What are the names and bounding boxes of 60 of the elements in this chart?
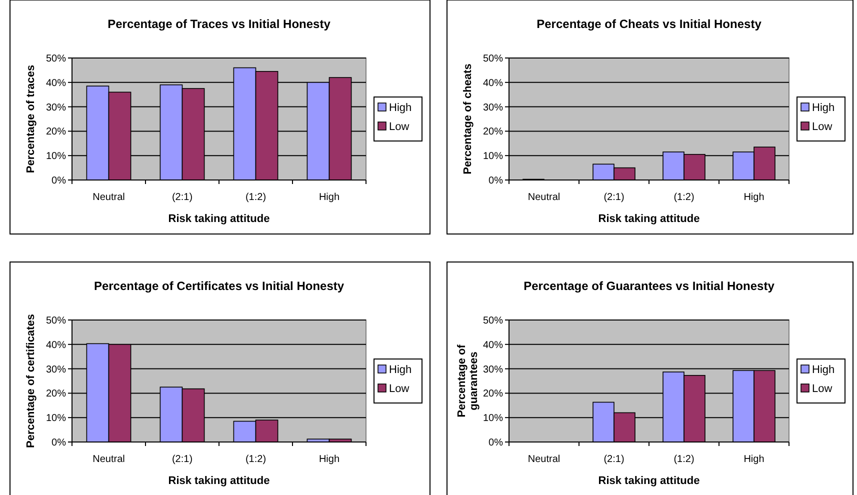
chart-title: Percentage of Guarantees vs Initial Honesty (524, 279, 775, 293)
y-tick-label: 40% (482, 340, 504, 351)
y-axis-title: Percentage of cheats (462, 64, 474, 174)
y-tick-label: 0% (52, 438, 66, 448)
legend-label: High (389, 364, 412, 376)
x-tick-label: Neutral (528, 454, 560, 465)
x-axis-title: Risk taking attitude (598, 475, 700, 487)
y-tick-label: 0% (488, 438, 504, 448)
legend-label: Low (812, 120, 832, 133)
y-tick-label: 30% (46, 102, 66, 114)
y-tick-label: 10% (482, 151, 504, 162)
y-axis-title: Percentage of certificates (25, 314, 37, 448)
x-tick-label: (2:1) (604, 454, 624, 465)
x-tick-label: (2:1) (172, 454, 193, 465)
x-tick-label: High (318, 192, 340, 203)
legend-label: High (812, 364, 835, 376)
chart-title: Percentage of Cheats vs Initial Honesty (536, 17, 762, 31)
y-tick-label: 50% (482, 54, 504, 64)
y-tick-label: 20% (482, 126, 504, 138)
legend-label: Low (812, 382, 832, 395)
x-tick-label: High (744, 192, 764, 203)
y-tick-label: 10% (46, 151, 66, 162)
legend-label: High (389, 102, 412, 114)
y-tick-label: 50% (46, 54, 66, 64)
x-tick-label: (2:1) (604, 192, 624, 203)
x-tick-label: Neutral (92, 454, 125, 465)
x-tick-label: High (744, 454, 764, 465)
x-tick-label: Neutral (528, 192, 560, 203)
chart-title: Percentage of Traces vs Initial Honesty (108, 17, 331, 31)
y-tick-label: 30% (482, 102, 504, 114)
y-tick-label: 40% (482, 78, 504, 89)
y-tick-label: 50% (482, 316, 504, 326)
y-axis-title: Percentage of traces (25, 64, 37, 174)
x-axis-title: Risk taking attitude (168, 475, 270, 487)
x-tick-label: (2:1) (172, 192, 193, 203)
x-tick-label: Neutral (92, 192, 125, 203)
y-tick-label: 10% (46, 413, 66, 424)
legend-label: High (812, 102, 835, 114)
y-tick-label: 40% (46, 340, 66, 351)
x-tick-label: (1:2) (674, 454, 694, 465)
y-tick-label: 30% (482, 364, 504, 376)
x-axis-title: Risk taking attitude (168, 213, 270, 225)
y-tick-label: 0% (488, 176, 504, 186)
x-tick-label: (1:2) (245, 192, 266, 203)
y-tick-label: 20% (482, 388, 504, 400)
chart-title: Percentage of Certificates vs Initial Honesty (94, 279, 344, 293)
y-tick-label: 30% (46, 364, 66, 376)
y-tick-label: 10% (482, 413, 504, 424)
x-axis-title: Risk taking attitude (598, 213, 700, 225)
y-axis-title: Percentage of guarantees (456, 344, 480, 418)
legend-label: Low (389, 120, 410, 133)
y-tick-label: 50% (46, 316, 66, 326)
x-tick-label: High (318, 454, 340, 465)
legend-label: Low (389, 382, 410, 395)
x-tick-label: (1:2) (674, 192, 694, 203)
y-tick-label: 40% (46, 78, 66, 89)
x-tick-label: (1:2) (245, 454, 266, 465)
y-tick-label: 20% (46, 126, 66, 138)
y-tick-label: 0% (52, 176, 66, 186)
y-tick-label: 20% (46, 388, 66, 400)
